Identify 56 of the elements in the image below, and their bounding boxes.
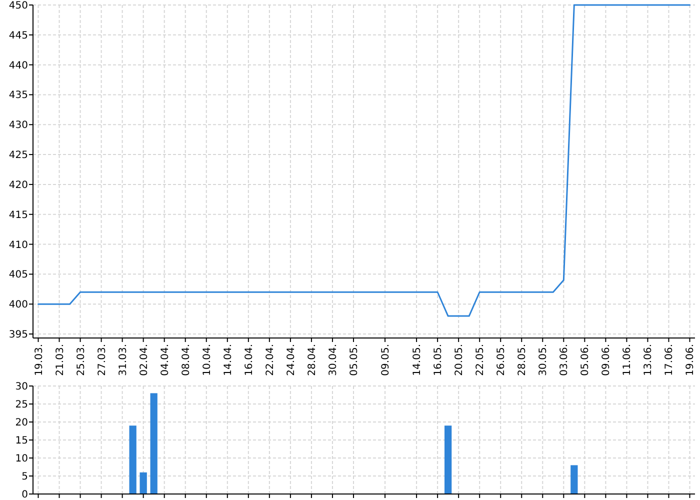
x-tick-label: 10.04. <box>202 344 213 376</box>
x-tick-label: 05.06. <box>580 344 592 376</box>
x-tick-label: 14.05. <box>412 344 424 376</box>
y-tick-label: 20 <box>15 418 28 428</box>
x-tick-label: 11.06. <box>622 344 634 376</box>
y-tick-label: 425 <box>8 150 28 162</box>
y-tick-label: 15 <box>15 436 28 446</box>
x-tick-label: 26.05. <box>496 344 508 376</box>
y-tick-label: 420 <box>8 180 28 191</box>
bar <box>444 426 452 494</box>
x-tick-label: 25.03. <box>76 344 87 376</box>
y-tick-label: 25 <box>15 400 28 410</box>
x-tick-label: 28.05. <box>517 344 528 376</box>
x-tick-label: 20.05. <box>454 344 466 376</box>
x-tick-label: 03.06. <box>559 344 570 376</box>
x-tick-label: 16.04. <box>244 344 255 376</box>
y-tick-label: 445 <box>8 30 28 42</box>
bar <box>570 465 578 494</box>
y-tick-label: 30 <box>15 382 28 392</box>
x-tick-label: 09.05. <box>380 344 392 376</box>
x-tick-label: 13.06. <box>643 344 654 376</box>
x-tick-label: 21.03. <box>54 344 66 376</box>
x-tick-label: 09.06. <box>601 344 612 376</box>
x-tick-label: 19.03. <box>34 344 45 376</box>
y-tick-label: 5 <box>22 472 28 482</box>
x-tick-label: 16.05. <box>433 344 444 376</box>
x-tick-label: 22.04. <box>264 344 276 376</box>
y-tick-label: 415 <box>8 210 28 221</box>
y-tick-label: 440 <box>8 60 28 72</box>
x-tick-label: 02.04. <box>138 344 150 376</box>
x-tick-label: 19.06. <box>685 344 696 376</box>
y-tick-label: 10 <box>15 454 28 464</box>
y-tick-label: 405 <box>8 270 28 281</box>
x-tick-label: 17.06. <box>664 344 676 376</box>
x-tick-label: 05.05. <box>348 344 360 376</box>
x-tick-label: 30.05. <box>538 344 550 376</box>
bar <box>129 426 136 494</box>
line-series <box>38 4 690 317</box>
y-tick-label: 0 <box>22 490 28 500</box>
x-tick-label: 14.04. <box>222 344 234 376</box>
x-tick-label: 04.04. <box>160 344 171 376</box>
bar <box>140 472 147 494</box>
x-tick-label: 27.03. <box>96 344 108 376</box>
x-tick-label: 31.03. <box>118 344 129 376</box>
y-tick-label: 430 <box>8 120 28 132</box>
y-tick-label: 410 <box>8 240 28 251</box>
x-tick-label: 08.04. <box>180 344 192 376</box>
x-tick-label: 30.04. <box>328 344 339 376</box>
x-tick-label: 24.04. <box>286 344 297 376</box>
x-tick-label: 28.04. <box>306 344 318 376</box>
y-tick-label: 435 <box>8 90 28 102</box>
bar <box>150 393 158 494</box>
y-tick-label: 450 <box>8 0 28 12</box>
x-tick-label: 22.05. <box>475 344 486 376</box>
y-tick-label: 400 <box>8 300 28 311</box>
y-tick-label: 395 <box>8 330 28 340</box>
